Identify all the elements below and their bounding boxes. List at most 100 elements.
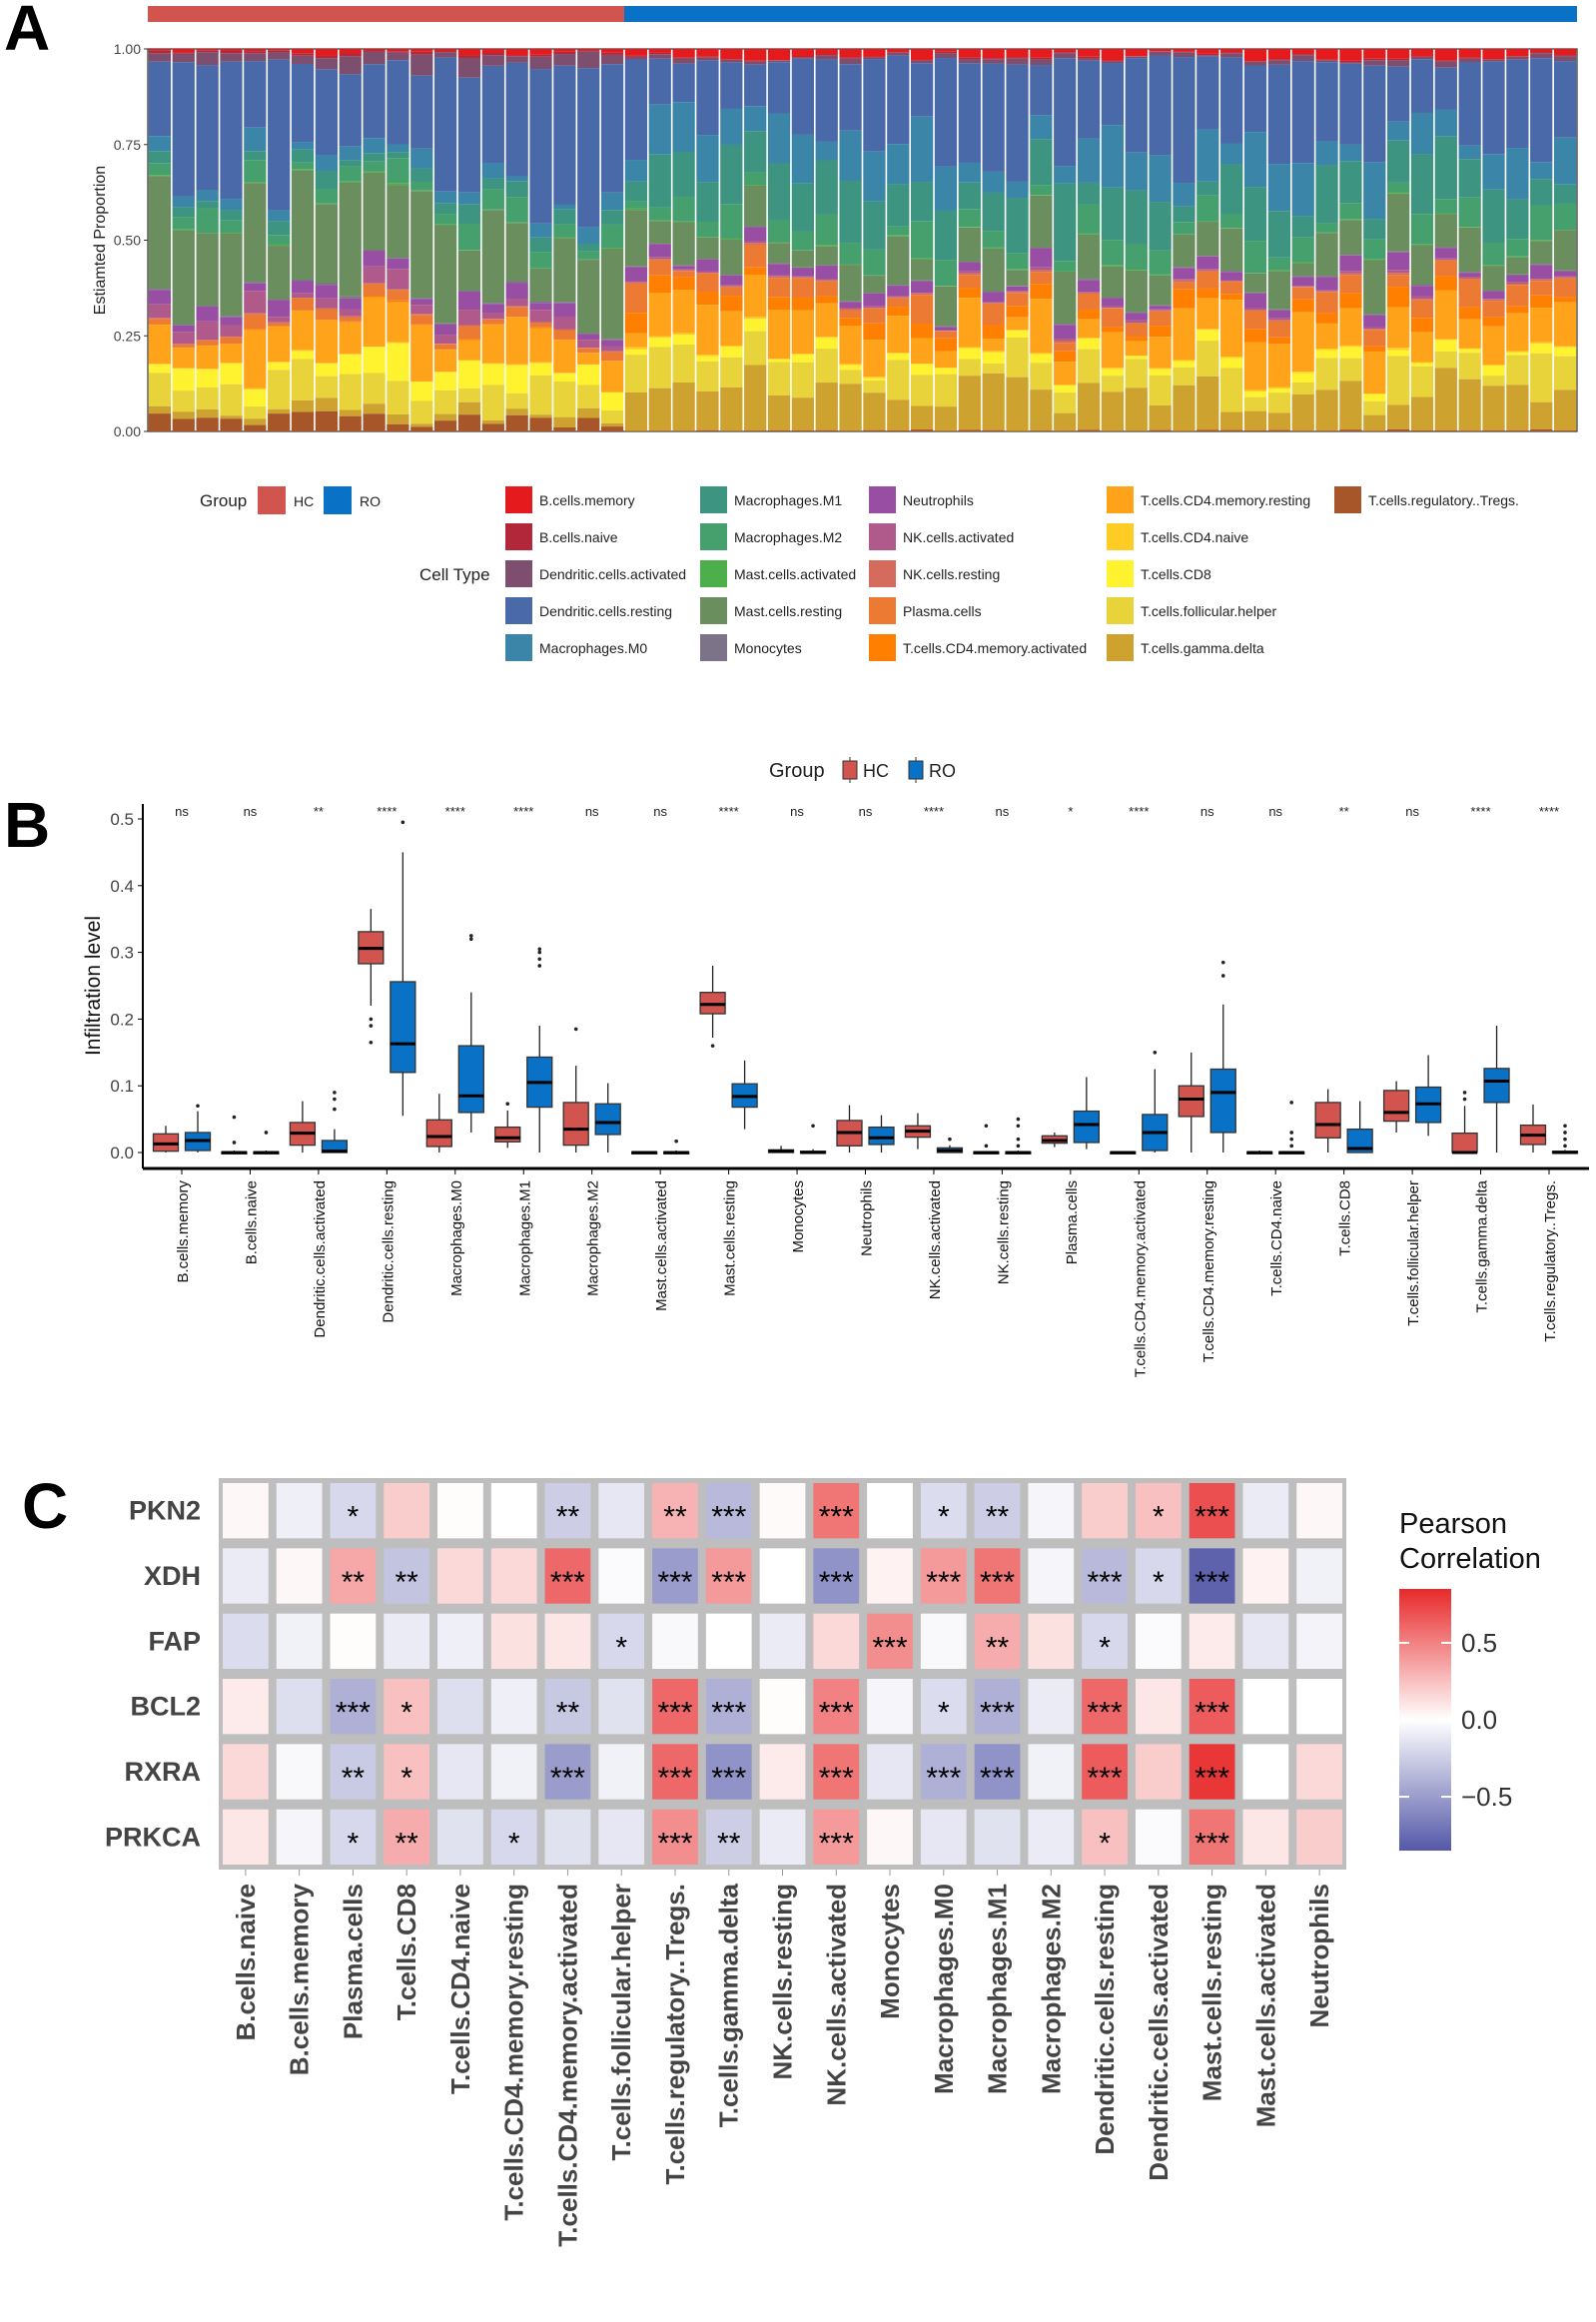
bar-segment-t-cells-cd4-naive [1220,357,1243,359]
heatmap-cell [759,1679,806,1735]
bar-segment-monocytes [696,259,719,260]
bar-segment-macrophages-m1 [1458,159,1481,198]
bar-segment-b-cells-memory [553,49,576,52]
legend-label-nk-cells-resting: NK.cells.resting [903,566,1000,582]
bar-segment-dendritic-cells-resting [934,58,958,167]
bar-segment-t-cells-gamma-delta [1458,379,1481,431]
significance-stars: *** [1195,1762,1229,1795]
bar-segment-t-cells-cd8 [1291,373,1314,383]
bar-segment-t-cells-cd4-naive [1243,389,1267,392]
bar-segment-macrophages-m1 [863,201,886,250]
x-tick-label-mast-cells-resting: Mast.cells.resting [722,1180,739,1296]
bar-segment-mast-cells-activated [387,183,409,186]
bar-segment-t-cells-cd4-memory-resting [744,274,767,318]
bar-segment-t-cells-cd4-memory-activated [1387,287,1410,308]
heatmap-cell [223,1483,269,1539]
bar-segment-t-cells-follicular-helper [553,382,576,417]
bar-segment-t-cells-gamma-delta [839,384,862,431]
outlier-point [537,957,542,962]
bar-segment-t-cells-gamma-delta [339,409,362,416]
bar-segment-t-cells-cd4-naive [744,317,767,320]
bar-segment-neutrophils [434,324,457,336]
bar-segment-t-cells-follicular-helper [1030,363,1053,390]
box [1073,1110,1100,1144]
bar-segment-monocytes [553,302,576,304]
bar-segment-t-cells-follicular-helper [339,374,362,410]
bar-segment-plasma-cells [815,281,838,297]
bar-segment-b-cells-naive [481,52,504,56]
bar-segment-nk-cells-resting [1197,270,1219,272]
legend-label-macrophages-m2: Macrophages.M2 [734,529,842,545]
significance-stars: ** [717,1827,741,1860]
bar-segment-mast-cells-activated [315,203,338,205]
bar-segment-macrophages-m2 [1173,222,1196,235]
significance-label: **** [924,804,944,819]
bar-segment-t-cells-gamma-delta [624,391,648,431]
bar-segment-t-cells-gamma-delta [172,411,195,419]
bar-segment-macrophages-m2 [577,251,600,260]
bar-segment-dendritic-cells-activated [196,52,219,66]
bar-segment-nk-cells-activated [387,269,409,290]
heatmap-cell [1082,1809,1128,1865]
heatmap-cell [1296,1613,1342,1669]
bar-segment-t-cells-cd4-naive [600,391,624,393]
heatmap-cell [490,1744,537,1800]
bar-segment-neutrophils [958,262,981,272]
bar-segment-dendritic-cells-resting [244,61,267,128]
outlier-point [232,1141,237,1145]
box [1483,1068,1510,1104]
bar-segment-t-cells-cd4-memory-resting [1530,308,1553,343]
outlier-point [1462,1097,1467,1102]
bar-segment-nk-cells-resting [744,243,767,245]
bar-segment-t-cells-cd8 [529,363,552,376]
bar-segment-dendritic-cells-activated [1149,51,1172,56]
bar-segment-t-cells-cd4-memory-resting [648,293,671,337]
significance-stars: ** [556,1697,580,1730]
column-label-t-cells-follicular-helper: T.cells.follicular.helper [606,1884,636,2160]
bar-segment-mast-cells-resting [553,238,576,303]
bar-segment-neutrophils [1387,252,1410,271]
box-hc-b-cells-memory [152,1126,180,1153]
bar-segment-nk-cells-resting [244,313,267,315]
bar-segment-macrophages-m2 [1125,244,1148,271]
bar-segment-macrophages-m2 [1054,261,1077,272]
bar-segment-dendritic-cells-activated [1077,58,1101,61]
bar-segment-dendritic-cells-activated [291,55,315,64]
bar-segment-mast-cells-resting [1077,234,1101,280]
bar-segment-t-cells-cd8 [1458,349,1481,354]
bar-segment-t-cells-cd4-memory-activated [982,325,1005,340]
bar-segment-b-cells-memory [934,49,958,52]
heatmap-cell [867,1483,913,1539]
heatmap-cell [652,1483,698,1539]
bar-segment-b-cells-memory [529,49,552,55]
bar-segment-nk-cells-activated [1149,309,1172,311]
heatmap-cell [544,1679,591,1735]
bar-segment-macrophages-m2 [648,207,671,221]
bar-segment-dendritic-cells-activated [767,60,791,63]
bar-segment-plasma-cells [1291,287,1314,300]
significance-stars: *** [926,1762,961,1795]
significance-label: ns [790,804,804,819]
bar-segment-dendritic-cells-activated [387,52,409,61]
x-tick-label-nk-cells-resting: NK.cells.resting [995,1180,1012,1284]
bar-segment-dendritic-cells-resting [220,61,243,200]
bar-segment-neutrophils [1315,277,1338,291]
bar-segment-mast-cells-activated [1339,219,1362,221]
bar-segment-b-cells-memory [767,49,791,61]
bar-segment-plasma-cells [696,273,719,293]
heatmap-cell [276,1483,323,1539]
box-ro-macrophages-m0 [457,934,484,1133]
bar-segment-t-cells-cd4-naive [1315,349,1338,351]
significance-stars: * [1099,1827,1111,1860]
bar-segment-t-cells-cd4-memory-resting [1267,344,1290,387]
bar-segment-dendritic-cells-resting [839,64,862,131]
colorbar-tick-label: −0.5 [1461,1782,1512,1812]
bar-segment-macrophages-m0 [268,210,291,222]
bar-segment-nk-cells-activated [648,257,671,260]
bar-segment-mast-cells-activated [720,238,743,240]
legend-title: Group [769,760,825,782]
significance-stars: *** [980,1697,1015,1730]
bar-segment-monocytes [1101,297,1125,299]
bar-segment-nk-cells-resting [481,319,504,320]
bar-segment-monocytes [339,296,362,299]
